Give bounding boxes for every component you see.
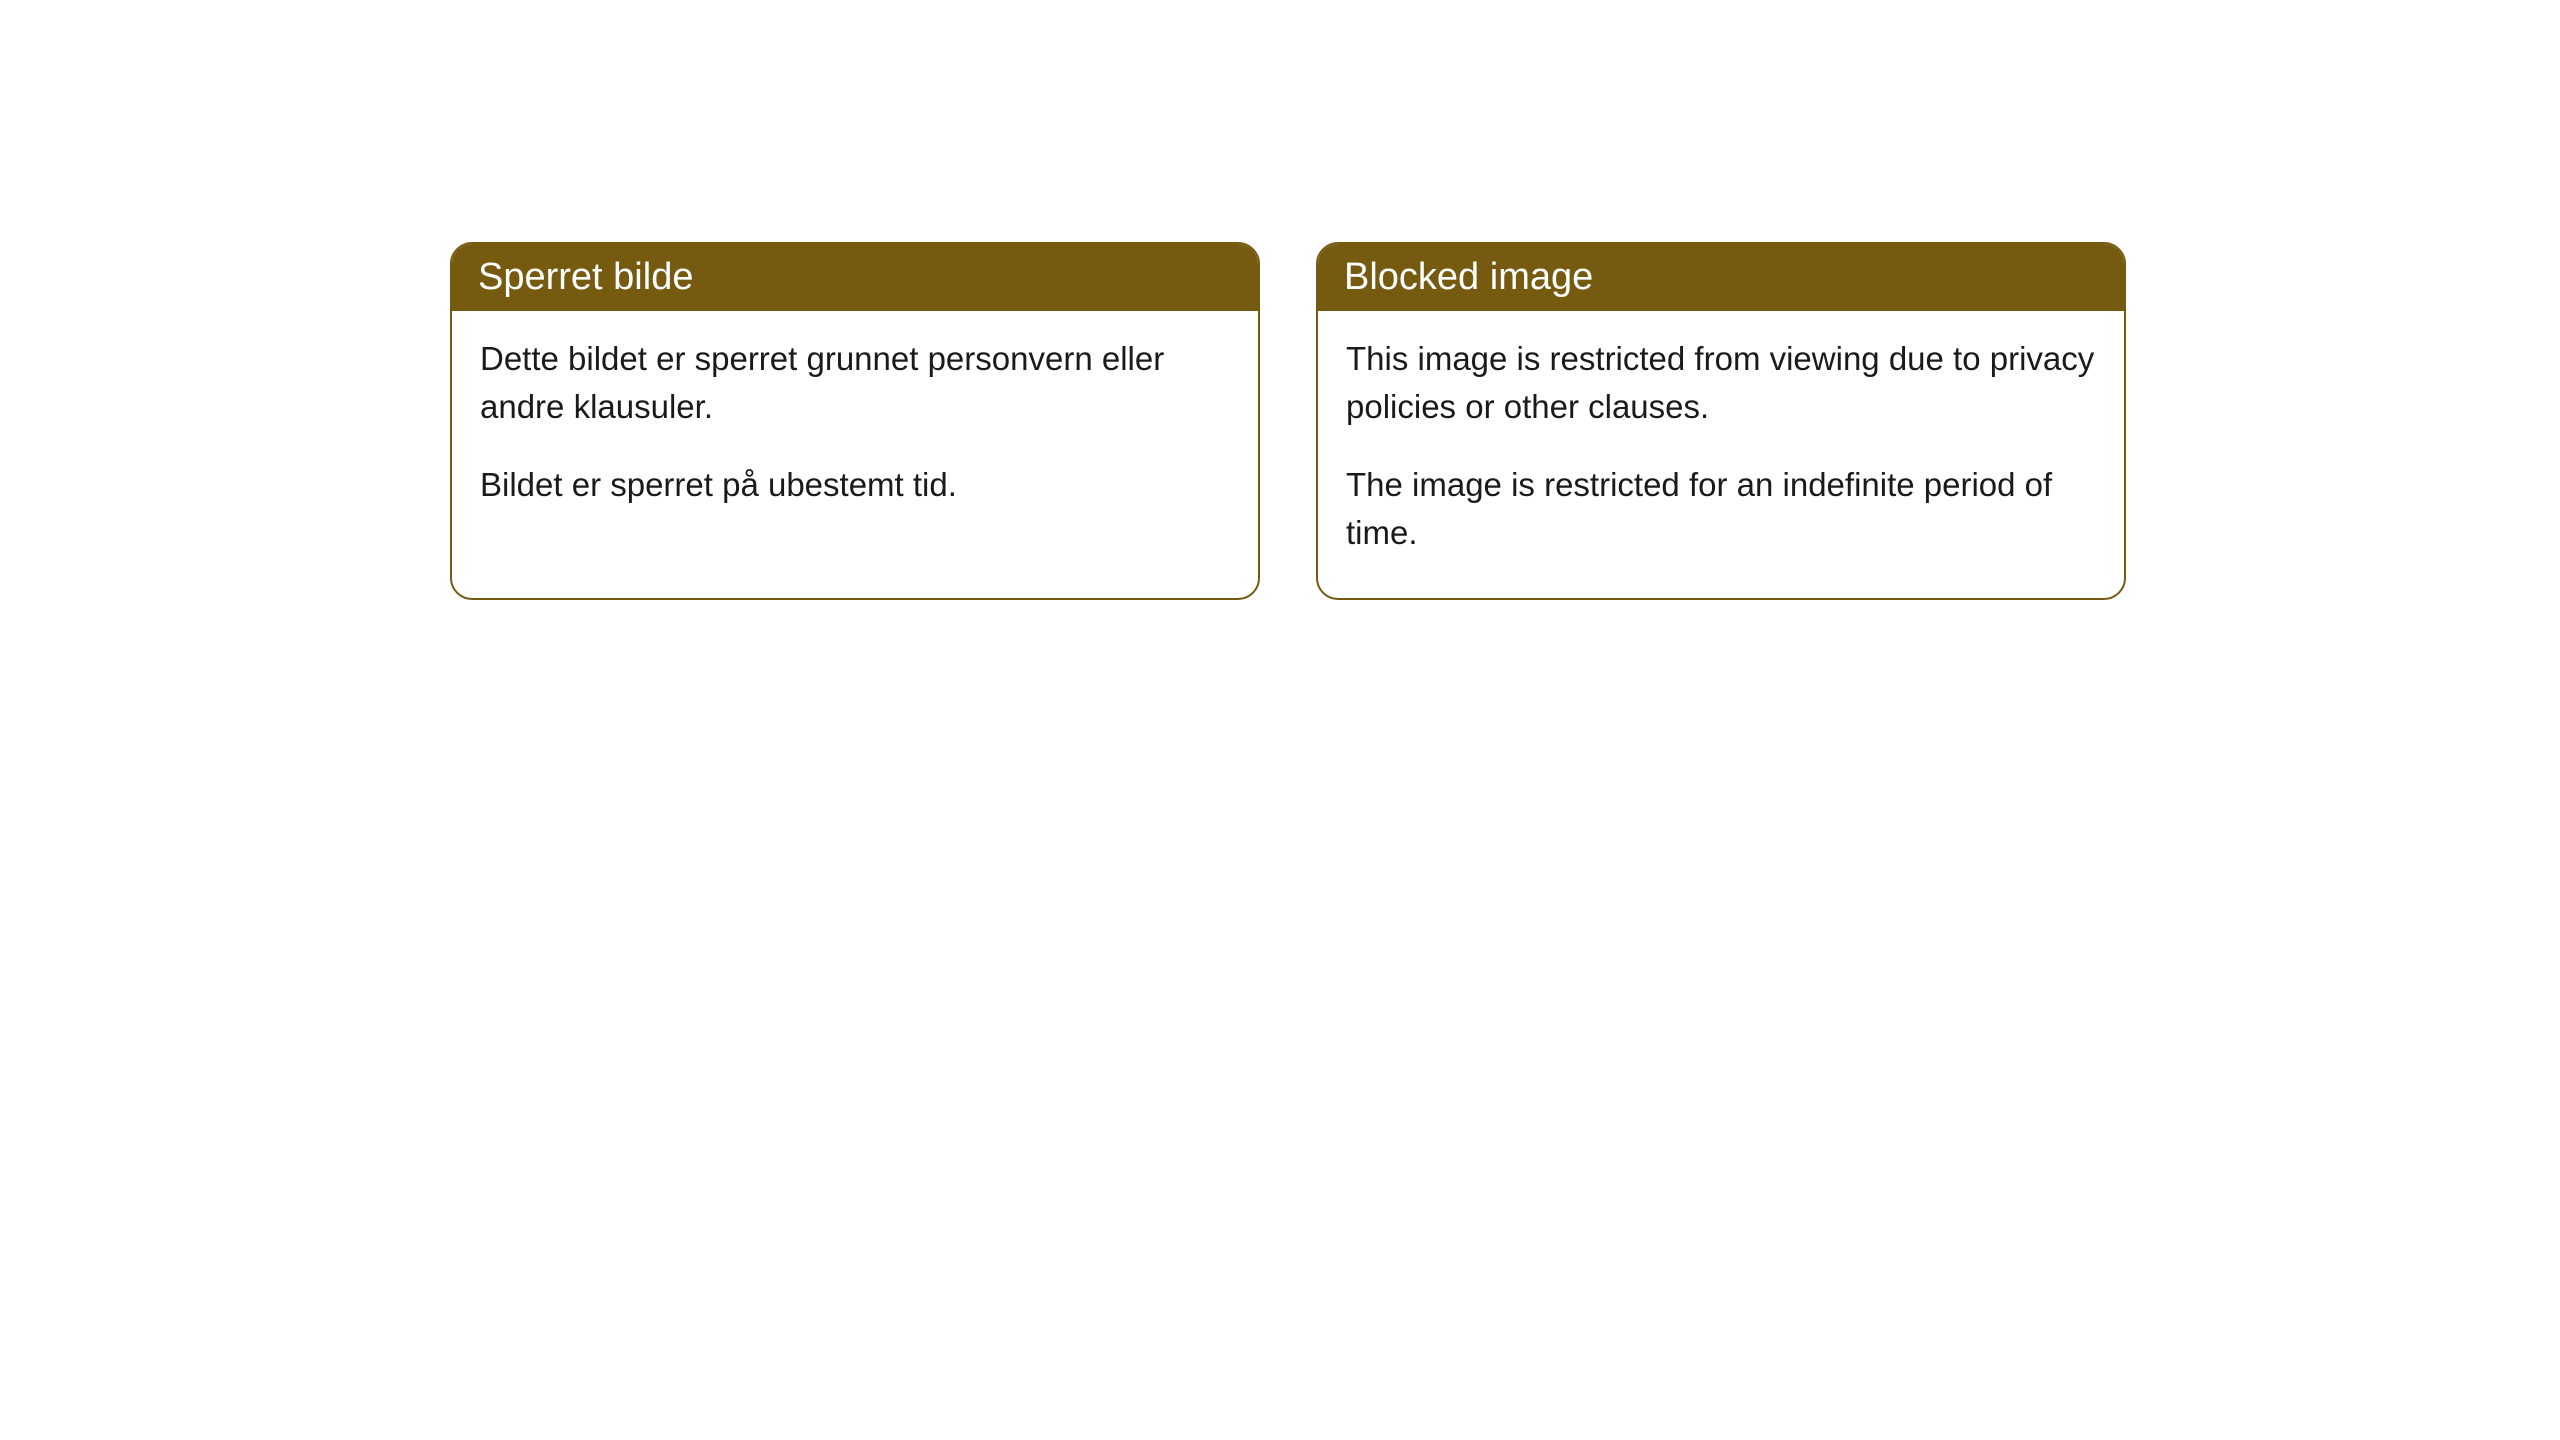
card-norwegian: Sperret bilde Dette bildet er sperret gr… bbox=[450, 242, 1260, 600]
card-body-english: This image is restricted from viewing du… bbox=[1318, 311, 2124, 598]
card-para1-english: This image is restricted from viewing du… bbox=[1346, 335, 2096, 431]
card-header-norwegian: Sperret bilde bbox=[452, 244, 1258, 311]
card-para1-norwegian: Dette bildet er sperret grunnet personve… bbox=[480, 335, 1230, 431]
cards-container: Sperret bilde Dette bildet er sperret gr… bbox=[450, 242, 2126, 600]
card-para2-norwegian: Bildet er sperret på ubestemt tid. bbox=[480, 461, 1230, 509]
card-english: Blocked image This image is restricted f… bbox=[1316, 242, 2126, 600]
card-para2-english: The image is restricted for an indefinit… bbox=[1346, 461, 2096, 557]
card-header-english: Blocked image bbox=[1318, 244, 2124, 311]
card-body-norwegian: Dette bildet er sperret grunnet personve… bbox=[452, 311, 1258, 551]
